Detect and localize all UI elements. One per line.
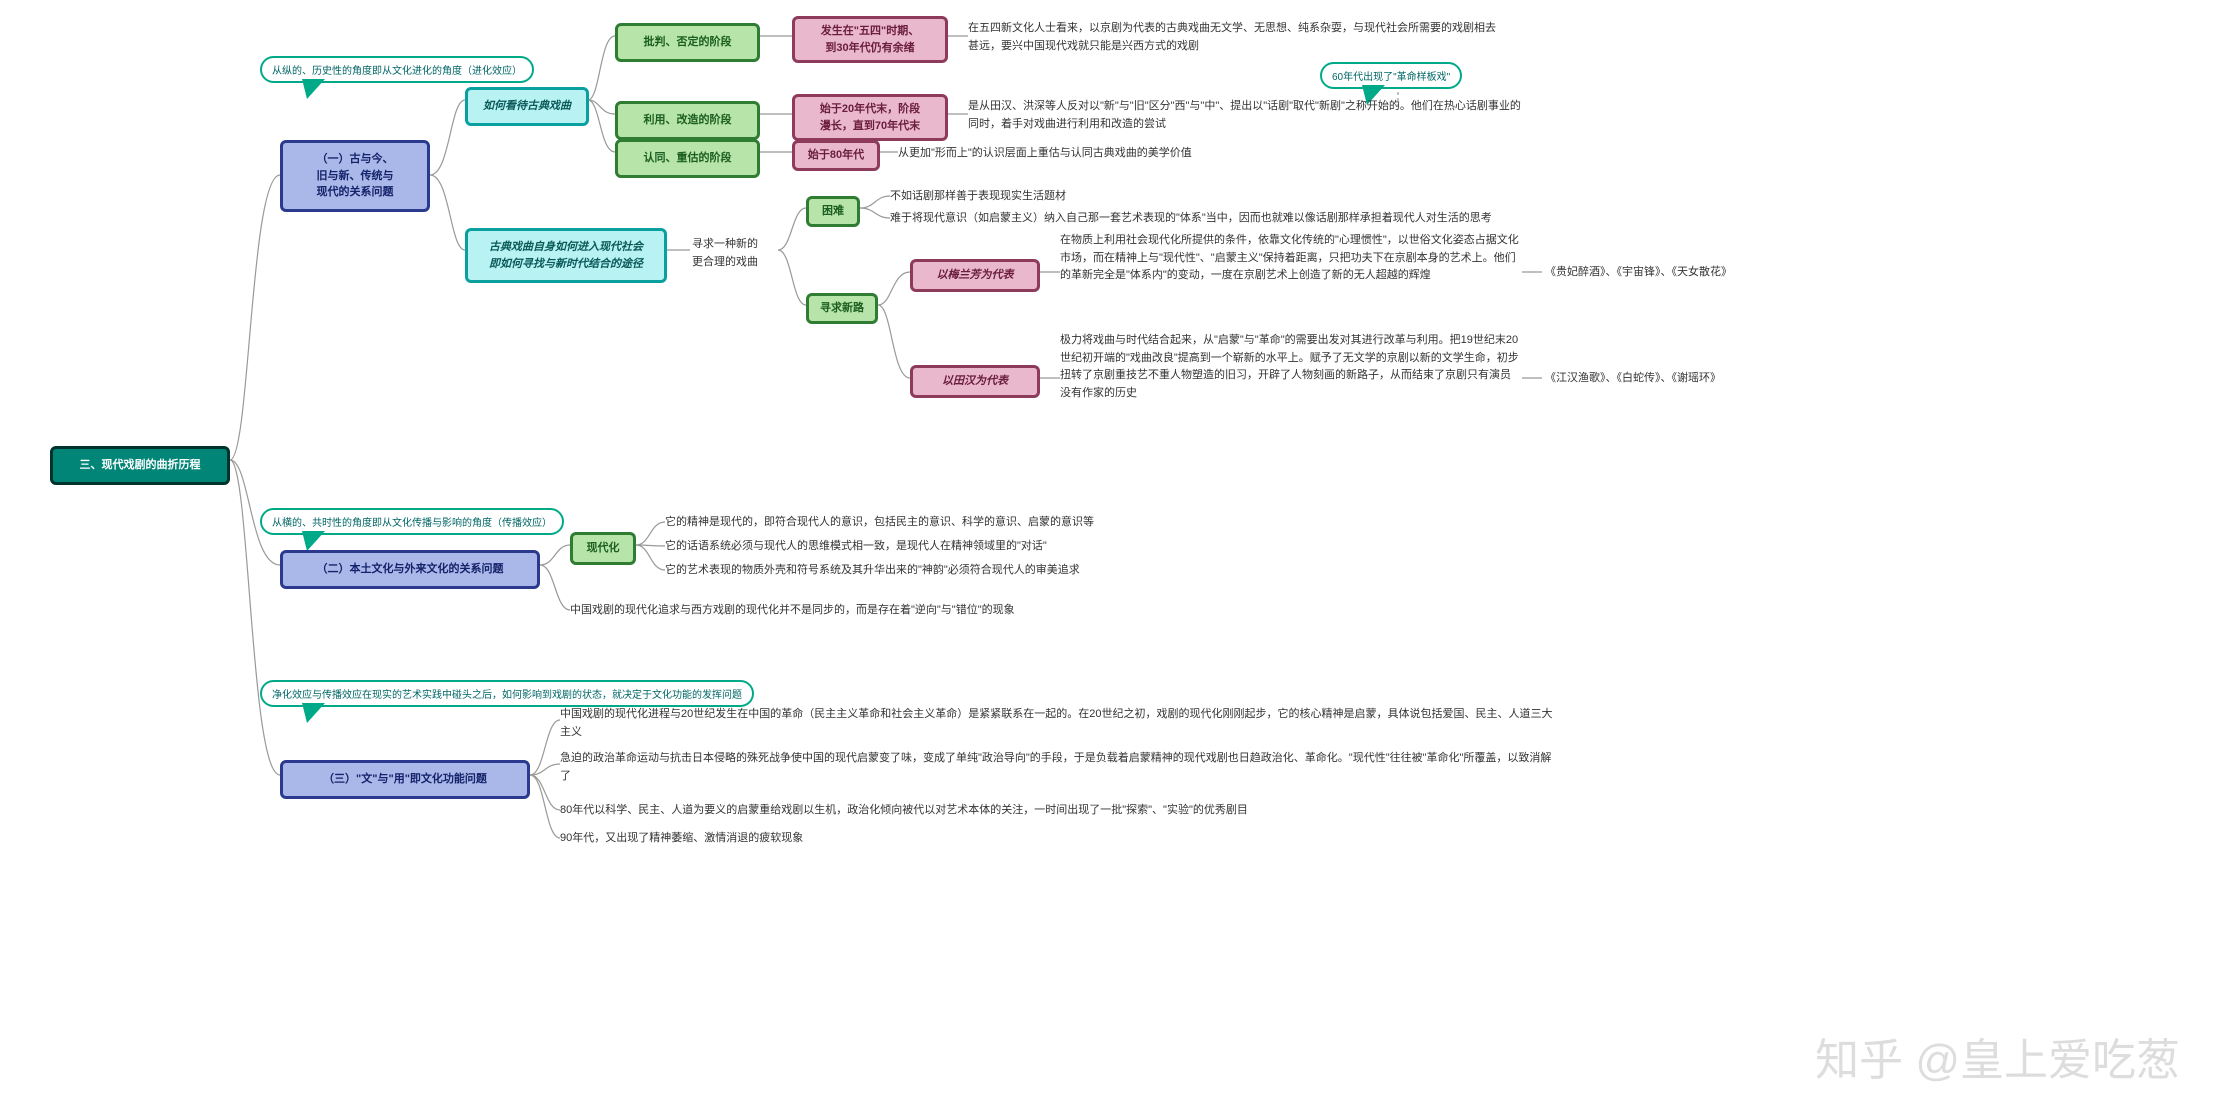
sec1a-node[interactable]: 如何看待古典戏曲 [465,87,589,126]
callout-2: 从横的、共时性的角度即从文化传播与影响的角度（传播效应） [260,508,564,535]
sec1a-s3-desc: 从更加"形而上"的认识层面上重估与认同古典戏曲的美学价值 [898,145,1398,163]
sec1b-mid: 寻求一种新的 更合理的戏曲 [692,236,758,271]
sec1a-s1-tag[interactable]: 发生在"五四"时期、 到30年代仍有余绪 [792,16,948,63]
sec3-node[interactable]: （三）"文"与"用"即文化功能问题 [280,760,530,799]
sec1b-kn1-d2: 难于将现代意识（如启蒙主义）纳入自己那一套艺术表现的"体系"当中，因而也就难以像… [890,210,1620,228]
sec1b-r2-desc: 极力将戏曲与时代结合起来，从"启蒙"与"革命"的需要出发对其进行改革与利用。把1… [1060,332,1520,402]
sec1-node[interactable]: （一）古与今、 旧与新、传统与 现代的关系问题 [280,140,430,212]
sec2-d3: 它的艺术表现的物质外壳和符号系统及其升华出来的"神韵"必须符合现代人的审美追求 [665,562,1365,580]
sec3-d4: 90年代，又出现了精神萎缩、激情消退的疲软现象 [560,830,1560,848]
callout-3: 净化效应与传播效应在现实的艺术实践中碰头之后，如何影响到戏剧的状态，就决定于文化… [260,680,754,707]
sec2-mod[interactable]: 现代化 [570,532,636,565]
sec1a-s2-desc: 是从田汉、洪深等人反对以"新"与"旧"区分"西"与"中"、提出以"话剧"取代"新… [968,98,1528,133]
sec1b-r1-works: 《贵妃醉酒》、《宇宙锋》、《天女散花》 [1545,264,1805,282]
sec1b-r2[interactable]: 以田汉为代表 [910,365,1040,398]
sec1a-s1-desc: 在五四新文化人士看来，以京剧为代表的古典戏曲无文学、无思想、纯系杂耍，与现代社会… [968,20,1498,55]
sec1a-s3[interactable]: 认同、重估的阶段 [615,139,760,178]
sec1b-r1[interactable]: 以梅兰芳为代表 [910,259,1040,292]
sec2-node[interactable]: （二）本土文化与外来文化的关系问题 [280,550,540,589]
callout-1: 从纵的、历史性的角度即从文化进化的角度（进化效应） [260,56,534,83]
sec2-d2: 它的话语系统必须与现代人的思维模式相一致，是现代人在精神领域里的"对话" [665,538,1365,556]
sec3-d1: 中国戏剧的现代化进程与20世纪发生在中国的革命（民主主义革命和社会主义革命）是紧… [560,706,1560,741]
sec1b-kn2[interactable]: 寻求新路 [806,293,878,324]
sec2-note: 中国戏剧的现代化追求与西方戏剧的现代化并不是同步的，而是存在着"逆向"与"错位"… [570,602,1370,620]
sec1b-r2-works: 《江汉渔歌》、《白蛇传》、《谢瑶环》 [1545,370,1805,388]
callout-4: 60年代出现了"革命样板戏" [1320,62,1462,89]
sec1b-r1-desc: 在物质上利用社会现代化所提供的条件，依靠文化传统的"心理惯性"，以世俗文化姿态占… [1060,232,1520,285]
root-node[interactable]: 三、现代戏剧的曲折历程 [50,446,230,485]
sec1a-s3-tag[interactable]: 始于80年代 [792,140,880,171]
sec1b-kn1[interactable]: 困难 [806,196,860,227]
sec1b-kn1-d1: 不如话剧那样善于表现现实生活题材 [890,188,1490,206]
sec2-d1: 它的精神是现代的，即符合现代人的意识，包括民主的意识、科学的意识、启蒙的意识等 [665,514,1365,532]
sec1b-node[interactable]: 古典戏曲自身如何进入现代社会 即如何寻找与新时代结合的途径 [465,228,667,283]
sec3-d2: 急迫的政治革命运动与抗击日本侵略的殊死战争使中国的现代启蒙变了味，变成了单纯"政… [560,750,1560,785]
sec1a-s2-tag[interactable]: 始于20年代末，阶段 漫长，直到70年代末 [792,94,948,141]
sec1a-s2[interactable]: 利用、改造的阶段 [615,101,760,140]
watermark: 知乎 @皇上爱吃葱 [1815,1024,2180,1088]
sec1a-s1[interactable]: 批判、否定的阶段 [615,23,760,62]
sec3-d3: 80年代以科学、民主、人道为要义的启蒙重给戏剧以生机，政治化倾向被代以对艺术本体… [560,802,1560,820]
